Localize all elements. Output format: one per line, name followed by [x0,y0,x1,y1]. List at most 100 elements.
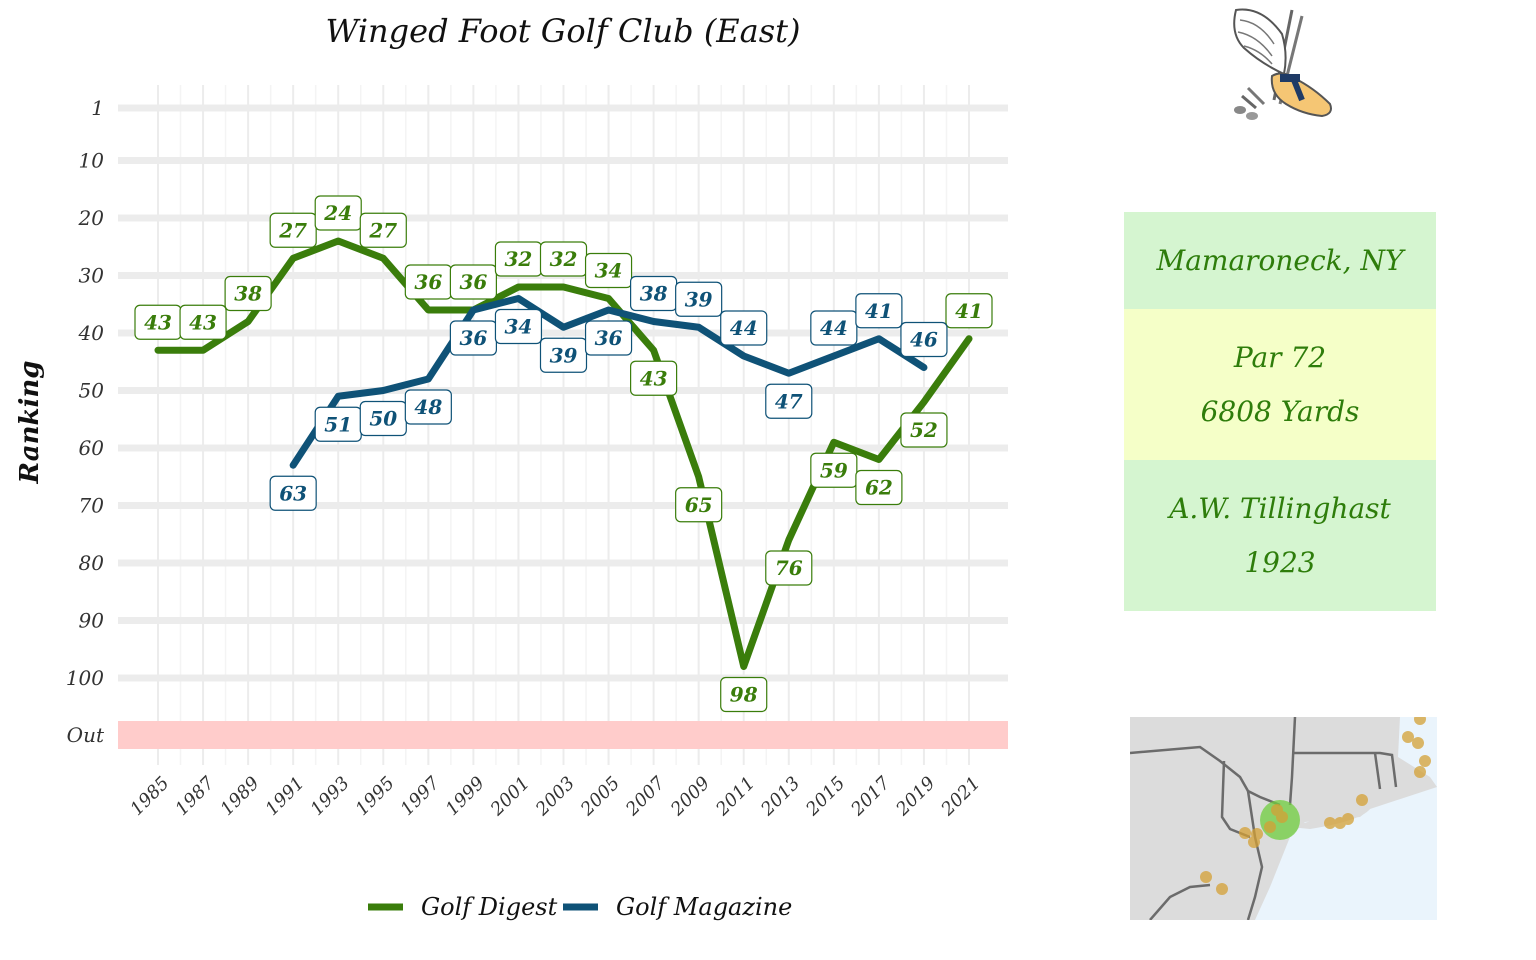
data-label-golf-digest: 24 [314,195,362,231]
y-tick-label: 20 [78,206,105,230]
svg-text:32: 32 [505,247,533,271]
map-water-atlantic [1255,787,1437,920]
chart-title: Winged Foot Golf Club (East) [325,12,800,50]
yards-text: 6808 Yards [1200,394,1360,428]
y-tick-label: 10 [79,149,105,173]
svg-text:41: 41 [865,299,893,323]
data-label-golf-digest: 36 [404,264,452,300]
svg-text:36: 36 [414,270,442,294]
data-label-golf-digest: 62 [855,469,903,506]
legend: Golf Digest Golf Magazine [368,893,792,921]
svg-text:63: 63 [279,481,307,505]
svg-text:98: 98 [730,683,758,707]
par-text: Par 72 [1233,340,1327,374]
data-label-golf-magazine: 44 [810,310,858,346]
data-label-golf-magazine: 34 [494,308,543,345]
y-tick-label: 90 [79,609,105,633]
data-label-golf-digest: 59 [810,452,858,488]
x-tick-label: 2003 [531,773,579,821]
grid [118,85,1008,765]
svg-text:59: 59 [820,458,848,482]
svg-text:76: 76 [775,556,803,580]
data-label-golf-magazine: 63 [269,475,317,511]
x-tick-label: 2017 [846,772,894,820]
svg-text:32: 32 [550,247,578,271]
year-text: 1923 [1244,545,1316,579]
x-tick-label: 1995 [352,773,399,820]
data-label-golf-digest: 27 [269,212,317,248]
x-tick-label: 1997 [397,772,445,820]
y-tick-label: 100 [66,666,104,690]
y-tick-label: 40 [78,321,105,345]
svg-text:47: 47 [775,389,803,413]
x-tick-label: 2009 [666,773,714,821]
architect-box: A.W. Tillinghast 1923 [1124,460,1436,611]
data-label-golf-digest: 65 [675,487,723,523]
data-label-golf-digest: 76 [765,550,813,586]
svg-text:62: 62 [865,476,893,500]
data-label-golf-magazine: 36 [449,320,497,356]
series-line-golf-magazine [289,295,928,469]
x-tick-label: 1993 [307,773,354,820]
svg-text:34: 34 [505,315,533,339]
svg-text:36: 36 [459,270,487,294]
svg-text:36: 36 [459,326,487,350]
data-label-golf-magazine: 39 [675,281,723,317]
svg-text:27: 27 [368,218,397,242]
data-label-golf-magazine: 38 [630,275,678,312]
svg-text:52: 52 [910,418,938,442]
data-label-golf-digest: 52 [900,412,948,448]
svg-text:41: 41 [955,299,983,323]
data-label-golf-digest: 43 [179,304,227,340]
x-tick-label: 2015 [801,773,849,821]
x-tick-label: 2001 [486,773,534,821]
data-label-golf-digest: 38 [224,275,272,312]
course-stats-box: Par 72 6808 Yards [1124,309,1436,460]
location-map [1130,717,1437,920]
y-tick-label: 60 [79,436,105,460]
y-tick-label: 30 [79,264,105,288]
x-tick-label: 2019 [892,773,940,821]
svg-text:50: 50 [369,407,397,431]
out-band [118,721,1008,749]
data-label-golf-digest: 41 [945,293,993,329]
x-tick-label: 2011 [711,773,759,821]
location-text: Mamaroneck, NY [1156,243,1404,277]
svg-text:27: 27 [278,218,307,242]
data-label-golf-magazine: 47 [765,383,813,419]
y-tick-label: 50 [79,379,105,403]
data-label-golf-magazine: 48 [404,389,452,425]
y-tick-label: 70 [79,494,105,518]
svg-text:24: 24 [323,201,352,225]
data-label-golf-digest: 36 [449,264,497,300]
series-line-golf-digest [154,237,973,670]
svg-text:44: 44 [820,316,848,340]
data-label-golf-digest: 43 [630,360,678,396]
x-tick-label: 2013 [756,773,804,821]
svg-text:44: 44 [730,316,758,340]
data-label-golf-magazine: 39 [539,337,588,373]
architect-text: A.W. Tillinghast [1169,491,1391,525]
data-label-golf-magazine: 36 [584,320,633,356]
data-label-golf-magazine: 50 [359,400,407,437]
x-tick-label: 2005 [576,773,624,821]
map-borders [1130,717,1398,920]
svg-text:43: 43 [144,310,172,334]
x-tick-label: 1999 [442,773,489,820]
svg-text:43: 43 [189,310,217,334]
data-label-golf-digest: 98 [720,676,768,713]
legend-label-golf-magazine: Golf Magazine [616,893,792,921]
data-label-golf-digest: 27 [359,212,407,248]
svg-text:38: 38 [234,282,262,306]
svg-text:43: 43 [640,366,668,390]
data-label-golf-digest: 43 [134,304,182,340]
svg-text:39: 39 [685,287,713,311]
y-tick-label: 80 [79,551,105,575]
data-label-golf-digest: 32 [539,241,588,277]
data-label-golf-digest: 34 [584,252,633,289]
x-tick-label: 1991 [261,773,308,820]
data-label-golf-digest: 32 [494,241,543,277]
svg-text:36: 36 [595,326,623,350]
x-tick-label: 1989 [216,773,263,820]
